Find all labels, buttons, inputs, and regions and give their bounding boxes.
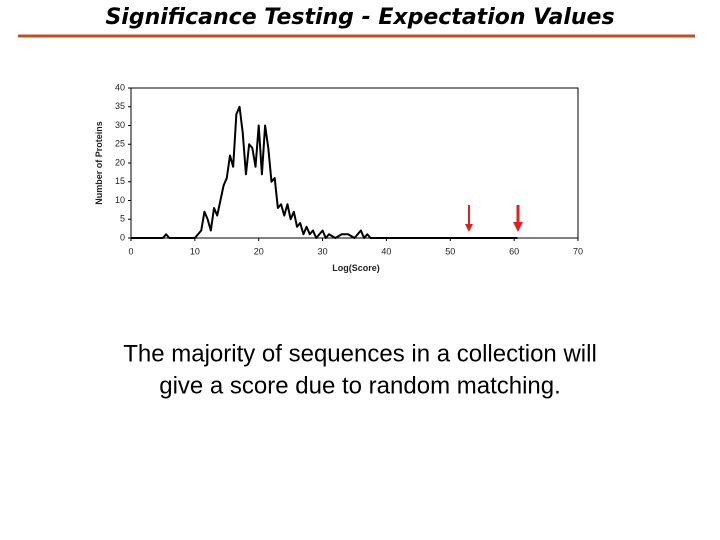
x-tick-label: 60 (509, 246, 519, 256)
caption-line: The majority of sequences in a collectio… (123, 340, 597, 367)
y-tick-label: 20 (115, 157, 125, 167)
x-tick-label: 0 (128, 246, 133, 256)
y-tick-label: 40 (115, 82, 125, 92)
x-axis-title: Log(Score) (332, 263, 380, 273)
y-axis-title: Number of Proteins (94, 121, 104, 205)
x-tick-label: 30 (318, 246, 328, 256)
arrow (513, 205, 523, 232)
y-tick-label: 35 (115, 101, 125, 111)
y-tick-label: 15 (115, 176, 125, 186)
y-tick-label: 0 (120, 232, 125, 242)
caption-line: give a score due to random matching. (159, 372, 561, 399)
plot-frame (130, 87, 579, 239)
y-tick-label: 25 (115, 139, 125, 149)
x-tick-label: 50 (445, 246, 455, 256)
x-tick-label: 70 (573, 246, 583, 256)
data-line (131, 105, 518, 239)
y-tick-label: 30 (115, 120, 125, 130)
arrow (465, 205, 473, 232)
x-tick-label: 20 (254, 246, 264, 256)
y-tick-label: 5 (120, 214, 125, 224)
slide-title: Significance Testing - Expectation Value… (105, 5, 614, 30)
y-tick-label: 10 (115, 195, 125, 205)
x-tick-label: 40 (381, 246, 391, 256)
x-tick-label: 10 (190, 246, 200, 256)
